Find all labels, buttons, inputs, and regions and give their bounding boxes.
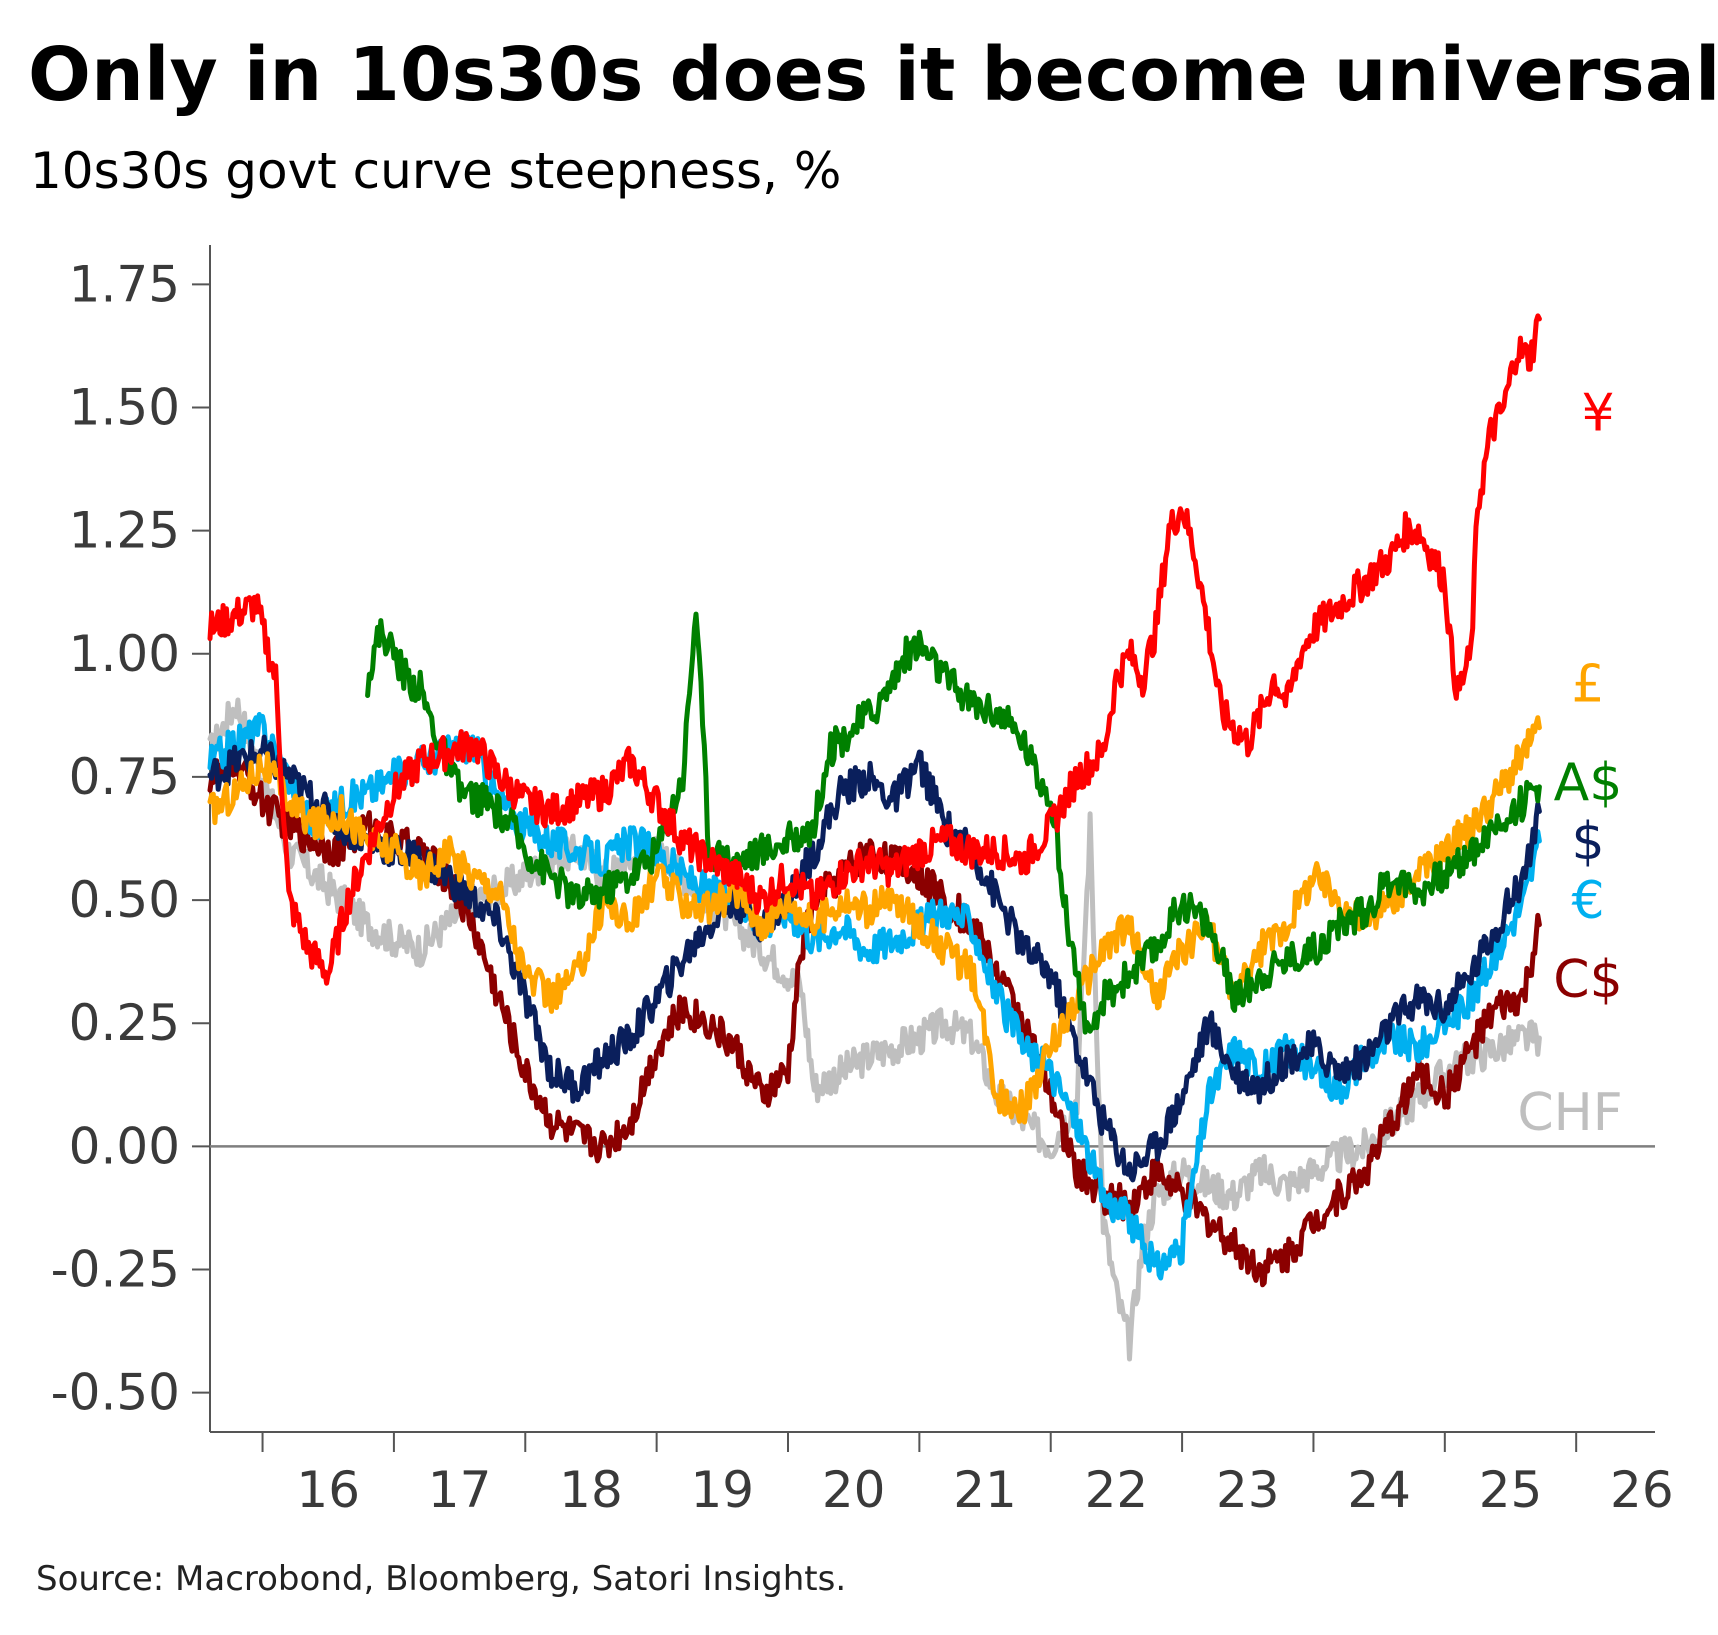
chart-title: Only in 10s30s does it become universal bbox=[28, 32, 1718, 118]
x-tick-label: 24 bbox=[1347, 1461, 1411, 1519]
y-tick-label: -0.50 bbox=[51, 1364, 180, 1422]
y-tick-label: -0.25 bbox=[51, 1240, 180, 1298]
series-label: £ bbox=[1571, 654, 1604, 714]
series-line-CHF bbox=[207, 697, 1542, 1362]
series-line-C$ bbox=[207, 747, 1542, 1288]
series-label: CHF bbox=[1517, 1083, 1622, 1143]
series-line-$ bbox=[207, 734, 1542, 1183]
y-tick-label: 1.25 bbox=[69, 502, 180, 560]
y-ticks: 1.75 1.50 1.25 1.00 0.75 0.50 0.25 0.00 -0.25 -0.… bbox=[51, 255, 210, 1422]
series-label: $ bbox=[1571, 812, 1604, 872]
series-line-£ bbox=[207, 715, 1542, 1125]
series-label: € bbox=[1571, 871, 1604, 931]
x-tick-label: 22 bbox=[1085, 1461, 1149, 1519]
x-tick-label: 18 bbox=[559, 1461, 623, 1519]
y-tick-label: 0.75 bbox=[69, 748, 180, 806]
y-tick-label: 0.25 bbox=[69, 994, 180, 1052]
series-label: C$ bbox=[1553, 950, 1622, 1010]
x-tick-label: 25 bbox=[1479, 1461, 1543, 1519]
x-tick-label: 17 bbox=[428, 1461, 492, 1519]
x-tick-label: 21 bbox=[953, 1461, 1017, 1519]
x-tick-label: 20 bbox=[822, 1461, 886, 1519]
series-lines bbox=[207, 313, 1542, 1362]
y-tick-label: 1.75 bbox=[69, 255, 180, 313]
series-labels: ¥ £ A$$€ C$ CHF bbox=[1517, 383, 1622, 1142]
series-label: A$ bbox=[1554, 753, 1623, 813]
x-tick-label: 19 bbox=[691, 1461, 755, 1519]
series-line-A$ bbox=[365, 611, 1542, 1035]
source-note: Source: Macrobond, Bloomberg, Satori Ins… bbox=[36, 1559, 847, 1599]
y-tick-label: 1.00 bbox=[69, 625, 180, 683]
x-tick-label: 26 bbox=[1610, 1461, 1674, 1519]
x-tick-label: 16 bbox=[296, 1461, 360, 1519]
series-label: ¥ bbox=[1581, 383, 1614, 443]
y-tick-label: 0.50 bbox=[69, 871, 180, 929]
x-ticks: 16 17 18 19 20 21 22 23 24 25 26 bbox=[261, 1432, 1674, 1519]
y-tick-label: 1.50 bbox=[69, 379, 180, 437]
chart-subtitle: 10s30s govt curve steepness, % bbox=[30, 142, 842, 200]
chart-axes bbox=[209, 245, 1655, 1433]
x-tick-label: 23 bbox=[1216, 1461, 1280, 1519]
series-line-¥ bbox=[207, 313, 1542, 986]
y-tick-label: 0.00 bbox=[69, 1117, 180, 1175]
